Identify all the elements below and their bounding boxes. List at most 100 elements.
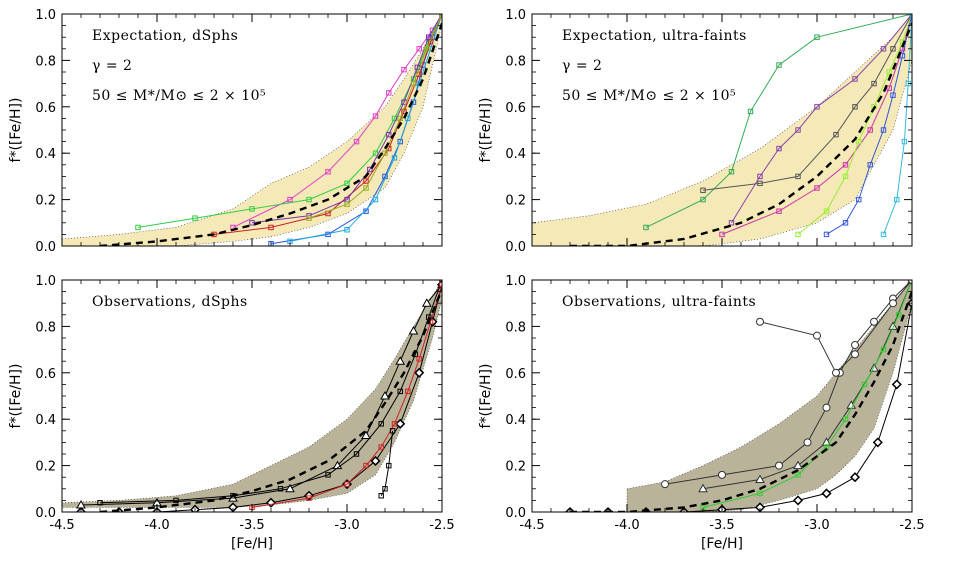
data-point-blue	[842, 220, 849, 226]
data-point-green	[135, 224, 141, 231]
plot-area	[62, 14, 442, 246]
data-point-lime	[795, 231, 801, 238]
y-tick-label: 0.0	[35, 240, 56, 255]
data-point-gray	[852, 104, 858, 110]
data-point-outlier	[851, 350, 859, 359]
series-line-outlier	[759, 280, 912, 374]
data-point-green	[249, 206, 255, 212]
data-point-green	[192, 215, 198, 221]
data-point-magenta	[372, 113, 379, 119]
data-point-diamonds	[872, 437, 883, 448]
x-axis-label: [Fe/H]	[231, 536, 273, 552]
data-point-diamonds	[792, 495, 804, 506]
data-point-red	[363, 462, 369, 469]
data-point-triangles	[361, 430, 371, 439]
data-point-red	[363, 178, 369, 184]
scatter-band	[532, 14, 912, 246]
data-point-olive	[363, 185, 369, 191]
data-point-red	[416, 356, 422, 362]
data-point-red	[344, 481, 350, 487]
x-tick-label: -3.5	[709, 518, 734, 533]
data-point-triangles	[793, 460, 803, 470]
data-point-green	[896, 312, 902, 318]
data-point-cyan	[344, 227, 350, 233]
data-point-cyan	[391, 155, 398, 161]
data-point-purple	[757, 173, 763, 180]
y-tick-label: 0.0	[505, 506, 526, 521]
data-point-green	[344, 180, 350, 187]
data-point-magenta	[386, 90, 392, 96]
data-point-squares	[353, 451, 360, 457]
data-point-magenta	[325, 169, 331, 175]
y-axis-label: f*([Fe/H])	[478, 98, 494, 163]
series-line-circles	[664, 280, 912, 485]
y-tick-label: 0.2	[35, 194, 56, 209]
mean-expectation-line	[99, 22, 442, 246]
scatter-band	[626, 280, 912, 512]
data-point-blue	[880, 127, 887, 133]
data-point-olive	[344, 201, 350, 207]
panel-expectation-dsphs: 0.0 0.2 0.4 0.6 0.8 1.0 f*([Fe/H]) Expectation,…	[8, 8, 443, 255]
data-point-triangles	[698, 483, 708, 493]
x-tick-label: -3.5	[239, 518, 264, 533]
data-point-gray	[871, 80, 877, 87]
data-point-lime	[823, 208, 830, 214]
x-tick-label: -2.5	[899, 518, 924, 533]
data-point-olive	[410, 80, 417, 87]
data-point-diamonds	[821, 488, 832, 499]
y-axis-label: f*([Fe/H])	[478, 364, 494, 429]
series-line-triangles	[702, 280, 912, 490]
data-point-green	[728, 169, 735, 175]
data-point-diamonds	[395, 418, 406, 429]
data-point-lime	[842, 173, 849, 180]
data-point-squares	[397, 388, 403, 395]
y-tick-label: 0.8	[505, 54, 526, 69]
panel-annotation: γ = 2	[562, 58, 602, 74]
data-point-triangles	[285, 483, 295, 493]
data-point-magenta	[776, 208, 782, 214]
y-tick-label: 1.0	[35, 8, 56, 23]
x-tick-label: -2.5	[429, 518, 454, 533]
plot-area	[564, 280, 912, 512]
data-point-squares	[325, 472, 331, 478]
y-tick-label: 0.2	[35, 460, 56, 475]
data-point-green	[757, 490, 763, 497]
data-point-diamonds	[849, 472, 861, 483]
y-tick-label: 0.4	[505, 413, 526, 428]
data-point-olive	[382, 150, 388, 156]
data-point-triangles	[408, 326, 419, 335]
data-point-gray	[757, 180, 763, 187]
plot-area	[532, 14, 912, 246]
x-tick-label: -4.5	[49, 518, 74, 533]
series-line-green	[645, 14, 912, 228]
y-tick-label: 0.8	[35, 54, 56, 69]
data-point-magenta	[353, 138, 360, 145]
data-point-purple	[728, 220, 735, 226]
data-point-purple	[814, 104, 820, 110]
data-point-red	[306, 495, 312, 501]
series-line-diamonds	[570, 303, 912, 512]
data-point-triangles	[888, 321, 898, 330]
data-point-lime	[886, 69, 892, 75]
series-line-gray	[702, 14, 912, 191]
data-point-squares	[173, 497, 179, 504]
y-tick-label: 0.4	[505, 147, 526, 162]
data-point-cyan	[894, 196, 900, 203]
panel-annotation: 50 ≤ M*/M⊙ ≤ 2 × 10⁵	[562, 88, 736, 104]
y-tick-label: 1.0	[505, 274, 526, 289]
data-point-diamonds	[891, 379, 902, 390]
data-point-green	[700, 196, 706, 203]
panel-annotation: Observations, ultra-faints	[562, 294, 756, 310]
y-tick-label: 1.0	[505, 8, 526, 23]
data-point-purple	[386, 131, 392, 138]
series-line-green	[137, 14, 442, 228]
series-line-magenta	[232, 14, 442, 228]
series-line-red	[213, 14, 442, 235]
panel-observations-ultrafaints: 0.0 0.2 0.4 0.6 0.8 1.0 -4.5 -4.0 -3.5 -3.0 -2.5 f*…	[478, 274, 925, 552]
panel-expectation-ultrafaints: 0.0 0.2 0.4 0.6 0.8 1.0 f*([Fe/H]) Expectation,…	[478, 8, 913, 255]
data-point-outlier	[889, 299, 897, 308]
data-point-diamonds	[414, 367, 425, 378]
data-point-gray	[795, 173, 801, 180]
data-point-blue	[856, 196, 862, 203]
